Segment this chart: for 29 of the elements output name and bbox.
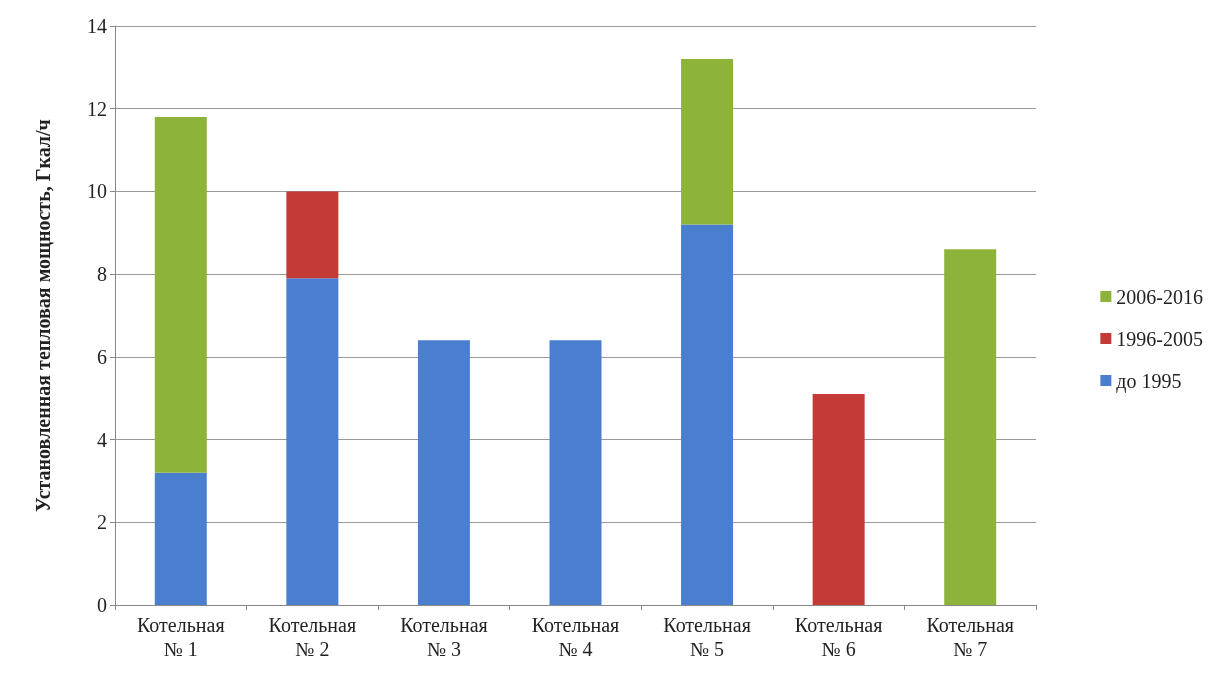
bar bbox=[154, 116, 207, 473]
y-tick-label: 4 bbox=[97, 428, 107, 451]
x-tick-label: Котельная № 5 bbox=[663, 614, 751, 660]
legend-label: 1996-2005 bbox=[1116, 327, 1204, 350]
y-tick-label: 12 bbox=[87, 97, 107, 120]
x-tick-label: Котельная № 1 bbox=[137, 614, 225, 660]
bar bbox=[549, 340, 602, 605]
bar bbox=[154, 472, 207, 605]
x-tick-label: Котельная № 3 bbox=[400, 614, 488, 660]
y-tick-label: 2 bbox=[97, 511, 107, 534]
bar bbox=[286, 191, 339, 279]
y-axis-title: Установленная тепловая мощность, Гкал/ч bbox=[32, 119, 54, 512]
x-tick-label: Котельная № 6 bbox=[794, 614, 883, 660]
legend-label: до 1995 bbox=[1116, 369, 1182, 393]
y-tick-label: 8 bbox=[97, 263, 107, 286]
bar bbox=[681, 59, 734, 225]
bar bbox=[681, 224, 734, 605]
y-tick-label: 6 bbox=[97, 345, 107, 368]
y-tick-label: 14 bbox=[87, 15, 107, 37]
x-tick-label: Котельная № 4 bbox=[531, 614, 620, 660]
bar bbox=[944, 249, 997, 605]
y-tick-label: 0 bbox=[97, 594, 107, 616]
bar bbox=[286, 278, 339, 605]
bar bbox=[812, 394, 865, 605]
x-tick-label: Котельная № 7 bbox=[926, 614, 1014, 660]
y-tick-label: 10 bbox=[87, 180, 107, 203]
x-tick-label: Котельная № 2 bbox=[268, 614, 357, 660]
bar bbox=[417, 340, 470, 605]
legend-label: 2006-2016 bbox=[1116, 285, 1204, 308]
